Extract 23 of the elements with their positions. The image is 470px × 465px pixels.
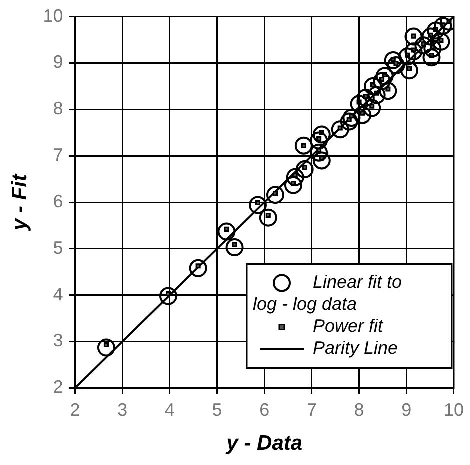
x-tick-label: 8 xyxy=(354,400,364,420)
legend-label: Parity Line xyxy=(312,338,398,358)
y-tick-label: 8 xyxy=(53,98,64,119)
x-tick-label: 6 xyxy=(260,400,270,420)
y-tick-label: 10 xyxy=(43,6,64,26)
legend-label: Power fit xyxy=(312,316,384,336)
y-tick-label: 9 xyxy=(53,52,64,72)
x-tick-label: 9 xyxy=(402,400,412,420)
x-tick-label: 5 xyxy=(212,400,222,420)
x-tick-label: 10 xyxy=(444,400,464,420)
legend-label: Linear fit to log - log data xyxy=(252,272,402,314)
x-tick-label: 4 xyxy=(164,400,175,420)
y-axis-title: y - Fit xyxy=(8,173,32,232)
x-tick-label: 2 xyxy=(70,400,80,420)
y-tick-label: 4 xyxy=(53,284,64,304)
y-tick-label: 3 xyxy=(53,330,64,351)
y-tick-label: 6 xyxy=(53,191,64,212)
y-tick-label: 2 xyxy=(53,377,64,398)
x-axis-title: y - Data xyxy=(226,432,303,456)
x-tick-label: 7 xyxy=(306,400,317,420)
x-tick-label: 3 xyxy=(118,400,128,420)
y-tick-label: 7 xyxy=(53,145,64,166)
y-tick-label: 5 xyxy=(53,238,64,258)
